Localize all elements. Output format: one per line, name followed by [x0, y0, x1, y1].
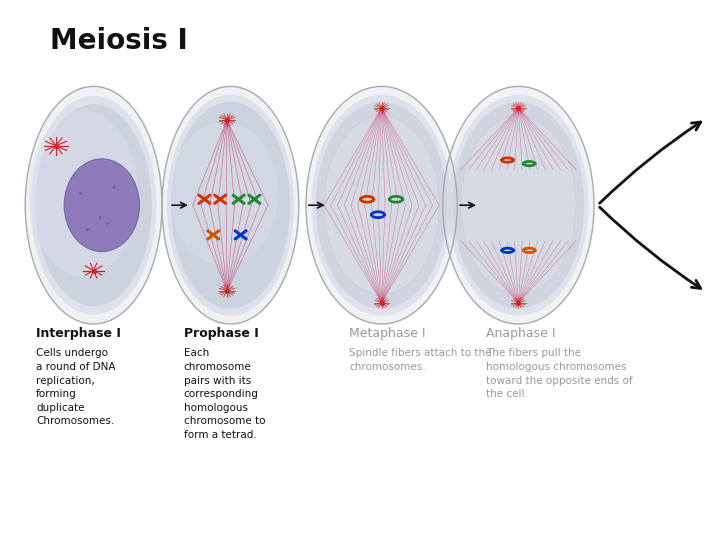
Ellipse shape: [324, 116, 439, 294]
Ellipse shape: [35, 104, 152, 306]
Text: Anaphase I: Anaphase I: [486, 327, 556, 340]
Ellipse shape: [25, 86, 162, 324]
Text: Cells undergo
a round of DNA
replication,
forming
duplicate
Chromosomes.: Cells undergo a round of DNA replication…: [36, 348, 115, 426]
Text: Meiosis I: Meiosis I: [50, 27, 188, 55]
Ellipse shape: [461, 116, 576, 294]
Text: Prophase I: Prophase I: [184, 327, 258, 340]
Ellipse shape: [453, 102, 584, 308]
Ellipse shape: [306, 86, 457, 324]
Ellipse shape: [168, 122, 279, 265]
Ellipse shape: [167, 94, 294, 316]
Ellipse shape: [448, 94, 589, 316]
Text: Metaphase I: Metaphase I: [349, 327, 426, 340]
Text: Interphase I: Interphase I: [36, 327, 121, 340]
Ellipse shape: [162, 86, 299, 324]
Ellipse shape: [171, 102, 290, 308]
Text: Spindle fibers attach to the
chromosomes.: Spindle fibers attach to the chromosomes…: [349, 348, 492, 372]
Ellipse shape: [29, 110, 138, 276]
Ellipse shape: [316, 102, 447, 308]
Ellipse shape: [443, 86, 594, 324]
Ellipse shape: [64, 159, 140, 252]
Ellipse shape: [31, 96, 156, 314]
Text: The fibers pull the
homologous chromosomes
toward the opposite ends of
the cell.: The fibers pull the homologous chromosom…: [486, 348, 633, 399]
Ellipse shape: [311, 94, 452, 316]
Text: Each
chromosome
pairs with its
corresponding
homologous
chromosome to
form a tet: Each chromosome pairs with its correspon…: [184, 348, 265, 440]
